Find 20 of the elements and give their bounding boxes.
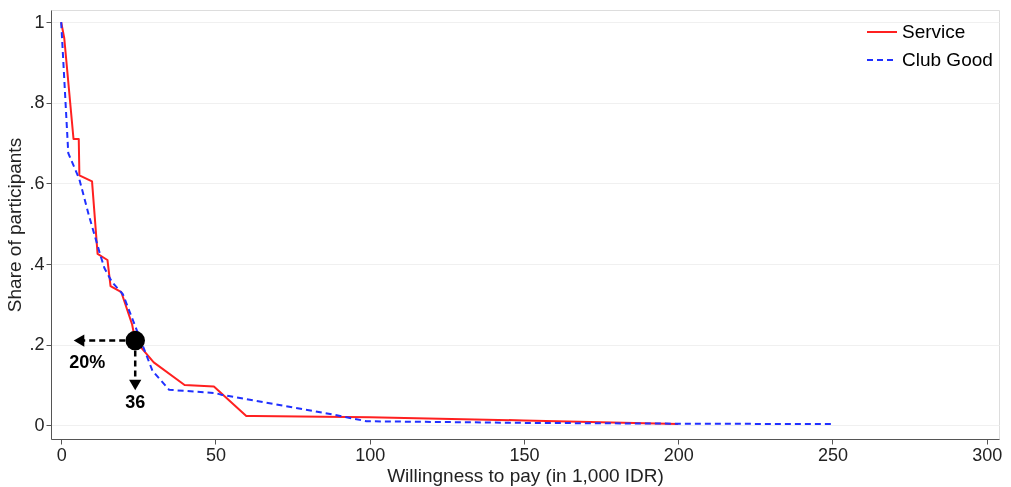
x-tick-label: 300 [972, 444, 1003, 465]
annotation: 20% [69, 351, 106, 372]
x-tick-label: 100 [355, 444, 386, 465]
y-tick-label: 0 [34, 414, 45, 435]
annotation: 36 [125, 391, 146, 412]
line-series [60, 21, 834, 426]
x-axis-title: Willingness to pay (in 1,000 IDR) [387, 464, 664, 486]
y-tick-label: 1 [34, 11, 45, 32]
y-axis-title: Share of participants [4, 137, 26, 313]
y-tick-label: .4 [29, 253, 45, 274]
x-tick-label: 250 [817, 444, 848, 465]
x-tick-label: 200 [663, 444, 694, 465]
y-tick-label: .8 [29, 92, 45, 113]
legend-label: Club Good [902, 49, 993, 70]
x-tick-label: 50 [205, 444, 226, 465]
y-tick-label: .6 [29, 172, 45, 193]
legend-label: Service [902, 21, 966, 42]
x-tick-label: 0 [56, 444, 67, 465]
x-tick-label: 150 [509, 444, 540, 465]
y-tick-label: .2 [29, 334, 45, 355]
